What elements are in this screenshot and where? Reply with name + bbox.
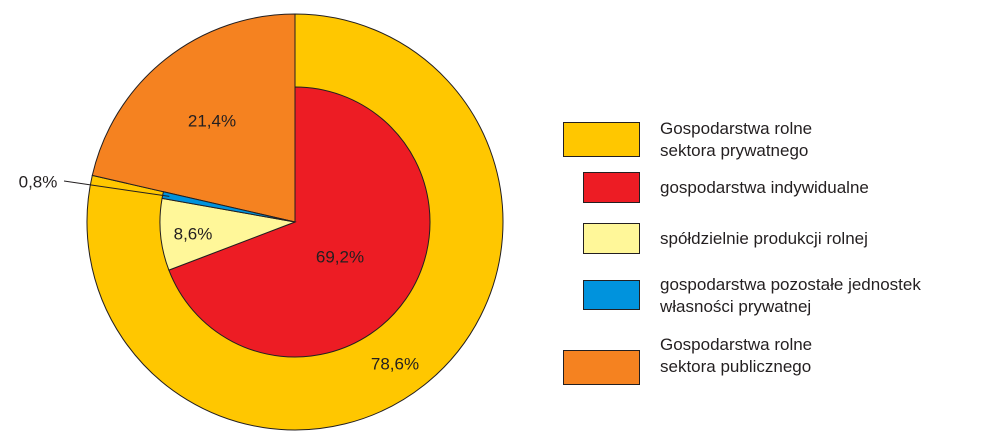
pie-slice bbox=[86, 13, 504, 431]
value-label: 8,6% bbox=[174, 224, 213, 243]
legend-swatch bbox=[583, 172, 640, 203]
pie-slice bbox=[168, 86, 431, 358]
leader-line bbox=[63, 180, 170, 197]
value-label: 0,8% bbox=[19, 172, 58, 191]
value-label: 21,4% bbox=[188, 111, 236, 130]
value-label: 69,2% bbox=[316, 247, 364, 266]
legend-swatch bbox=[563, 350, 640, 385]
pie-slice bbox=[91, 13, 296, 223]
legend-swatch bbox=[583, 280, 640, 310]
value-label: 78,6% bbox=[371, 354, 419, 373]
legend-label: Gospodarstwa rolne sektora prywatnego bbox=[660, 119, 813, 160]
legend-label: Gospodarstwa rolne sektora publicznego bbox=[660, 335, 813, 376]
legend-label: gospodarstwa pozostałe jednostek własnoś… bbox=[660, 275, 921, 316]
legend-label: spółdzielnie produkcji rolnej bbox=[660, 229, 868, 248]
legend-swatch bbox=[563, 122, 640, 157]
legend-label: gospodarstwa indywidualne bbox=[660, 178, 869, 197]
legend-swatch bbox=[583, 223, 640, 254]
